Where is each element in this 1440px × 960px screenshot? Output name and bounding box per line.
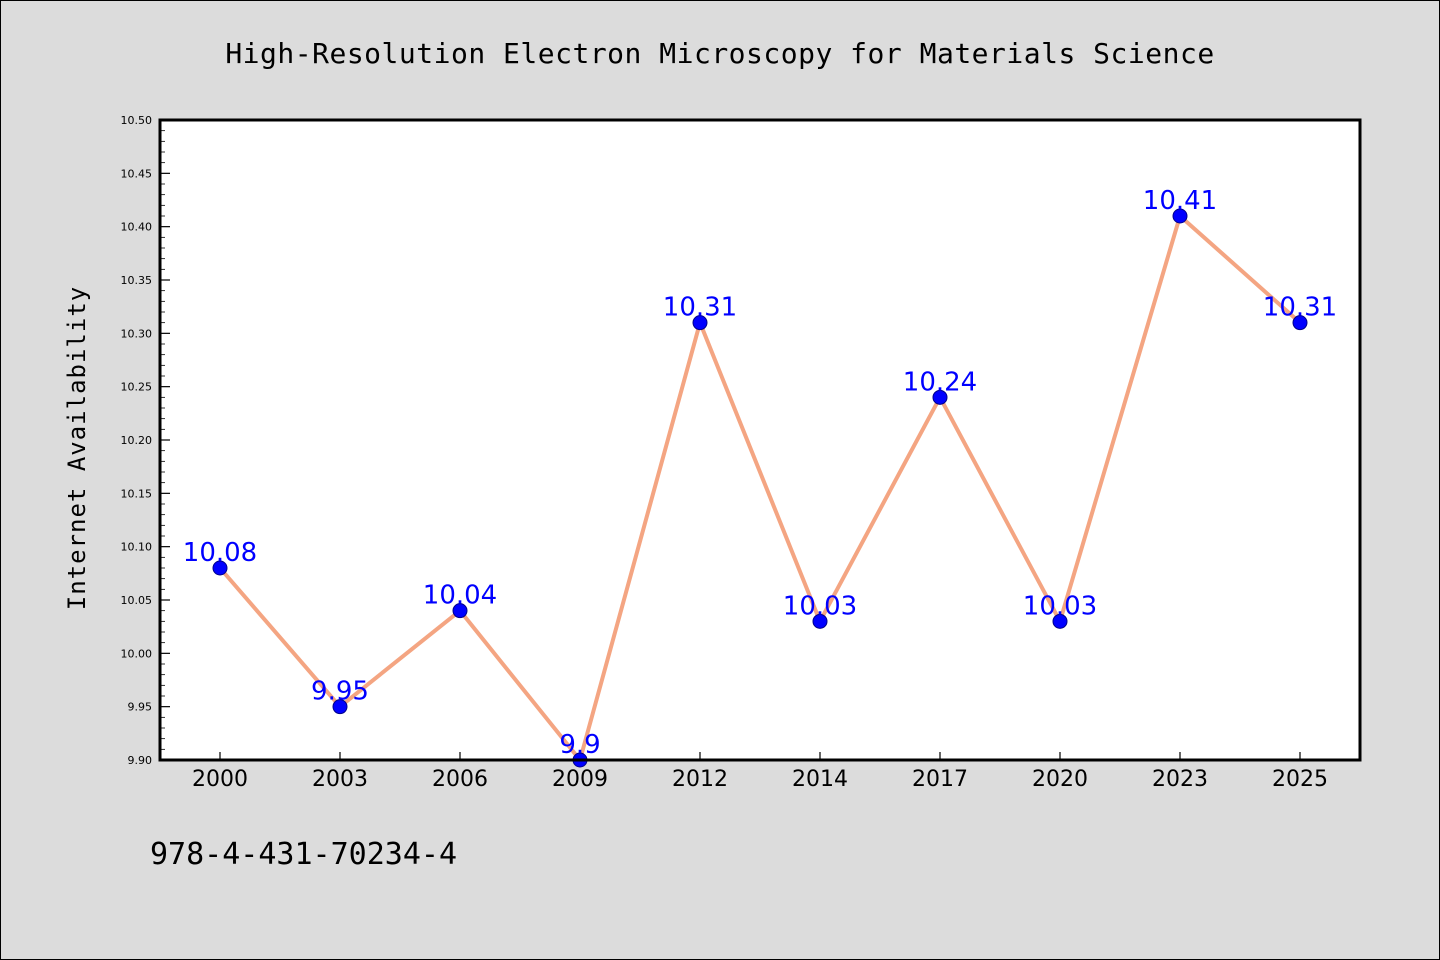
x-tick-label: 2012 xyxy=(672,767,728,792)
series-line xyxy=(218,214,1302,762)
x-tick-label: 2017 xyxy=(912,767,968,792)
x-tick-label: 2000 xyxy=(192,767,248,792)
data-label: 10.31 xyxy=(663,293,737,323)
y-tick-label: 10.00 xyxy=(121,647,153,660)
x-tick-label: 2014 xyxy=(792,767,848,792)
data-label: 10.03 xyxy=(783,591,857,621)
y-tick-label: 10.15 xyxy=(121,487,153,500)
y-tick-label: 10.05 xyxy=(121,594,153,607)
isbn-text: 978-4-431-70234-4 xyxy=(150,837,457,872)
data-point xyxy=(692,315,708,331)
data-point xyxy=(1052,613,1068,629)
data-label: 10.04 xyxy=(423,581,497,611)
data-point xyxy=(932,389,948,405)
x-tick-label: 2020 xyxy=(1032,767,1088,792)
y-tick-label: 9.95 xyxy=(128,701,153,714)
x-tick-label: 2003 xyxy=(312,767,368,792)
data-label: 10.41 xyxy=(1143,186,1217,216)
data-label: 10.03 xyxy=(1023,591,1097,621)
data-label: 9.95 xyxy=(311,677,369,707)
data-label: 10.08 xyxy=(183,538,257,568)
data-labels-layer: 10.08 9.95 10.04 9.9 10.31 10.03 10.24 10.03 10.… xyxy=(183,186,1337,760)
data-point xyxy=(812,613,828,629)
x-tick-label: 2009 xyxy=(552,767,608,792)
x-tick-label: 2025 xyxy=(1272,767,1328,792)
y-tick-label: 10.25 xyxy=(121,381,153,394)
y-tick-label: 10.35 xyxy=(121,274,153,287)
y-tick-label: 10.10 xyxy=(121,541,153,554)
y-tick-label: 9.90 xyxy=(128,754,153,767)
x-tick-label: 2006 xyxy=(432,767,488,792)
plot-border xyxy=(158,118,1362,762)
data-point xyxy=(452,603,468,619)
data-point xyxy=(1172,208,1188,224)
y-axis-ticks: 9.90 9.95 10.00 10.05 10.10 10.15 10.20 10.25 10… xyxy=(121,114,170,767)
y-tick-label: 10.50 xyxy=(121,114,153,127)
data-point xyxy=(212,560,228,576)
y-tick-label: 10.20 xyxy=(121,434,153,447)
plot-area xyxy=(160,120,1360,760)
data-label: 10.31 xyxy=(1263,293,1337,323)
y-tick-label: 10.30 xyxy=(121,327,153,340)
x-tick-label: 2023 xyxy=(1152,767,1208,792)
y-tick-label: 10.45 xyxy=(121,167,153,180)
data-label: 9.9 xyxy=(559,730,600,760)
y-tick-label: 10.40 xyxy=(121,221,153,234)
y-axis-label: Internet Availability xyxy=(63,286,91,610)
data-point xyxy=(1292,315,1308,331)
data-label: 10.24 xyxy=(903,367,977,397)
data-point xyxy=(332,699,348,715)
x-axis-ticks: 2000 2003 2006 2009 2012 2014 2017 2020 2023 2025 xyxy=(192,752,1328,792)
chart-title: High-Resolution Electron Microscopy for … xyxy=(225,37,1214,70)
series-layer xyxy=(212,208,1308,768)
